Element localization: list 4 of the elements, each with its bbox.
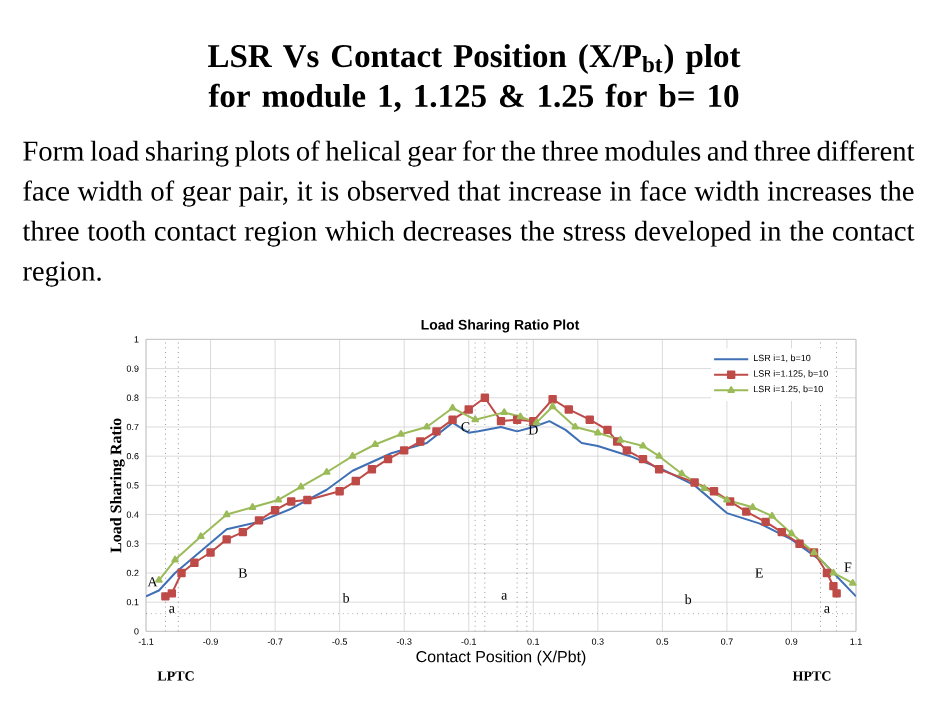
chart-title: LSR Vs Contact Position (X/P$_{bt}$) plot for module 1, 1.125 & 1.25 for b= 10 <box>208 43 741 112</box>
y-axis-title: Load Sharing Ratio <box>110 418 125 553</box>
x-axis-title: Contact Position (X/Pbt) <box>416 650 586 666</box>
text: Form load sharing plots of helical gear for the three modules and three different face width of gear pair, it is observed that increase in face width increases the three tooth contact region which decreases the stress developed in the contact region. <box>22 140 915 287</box>
